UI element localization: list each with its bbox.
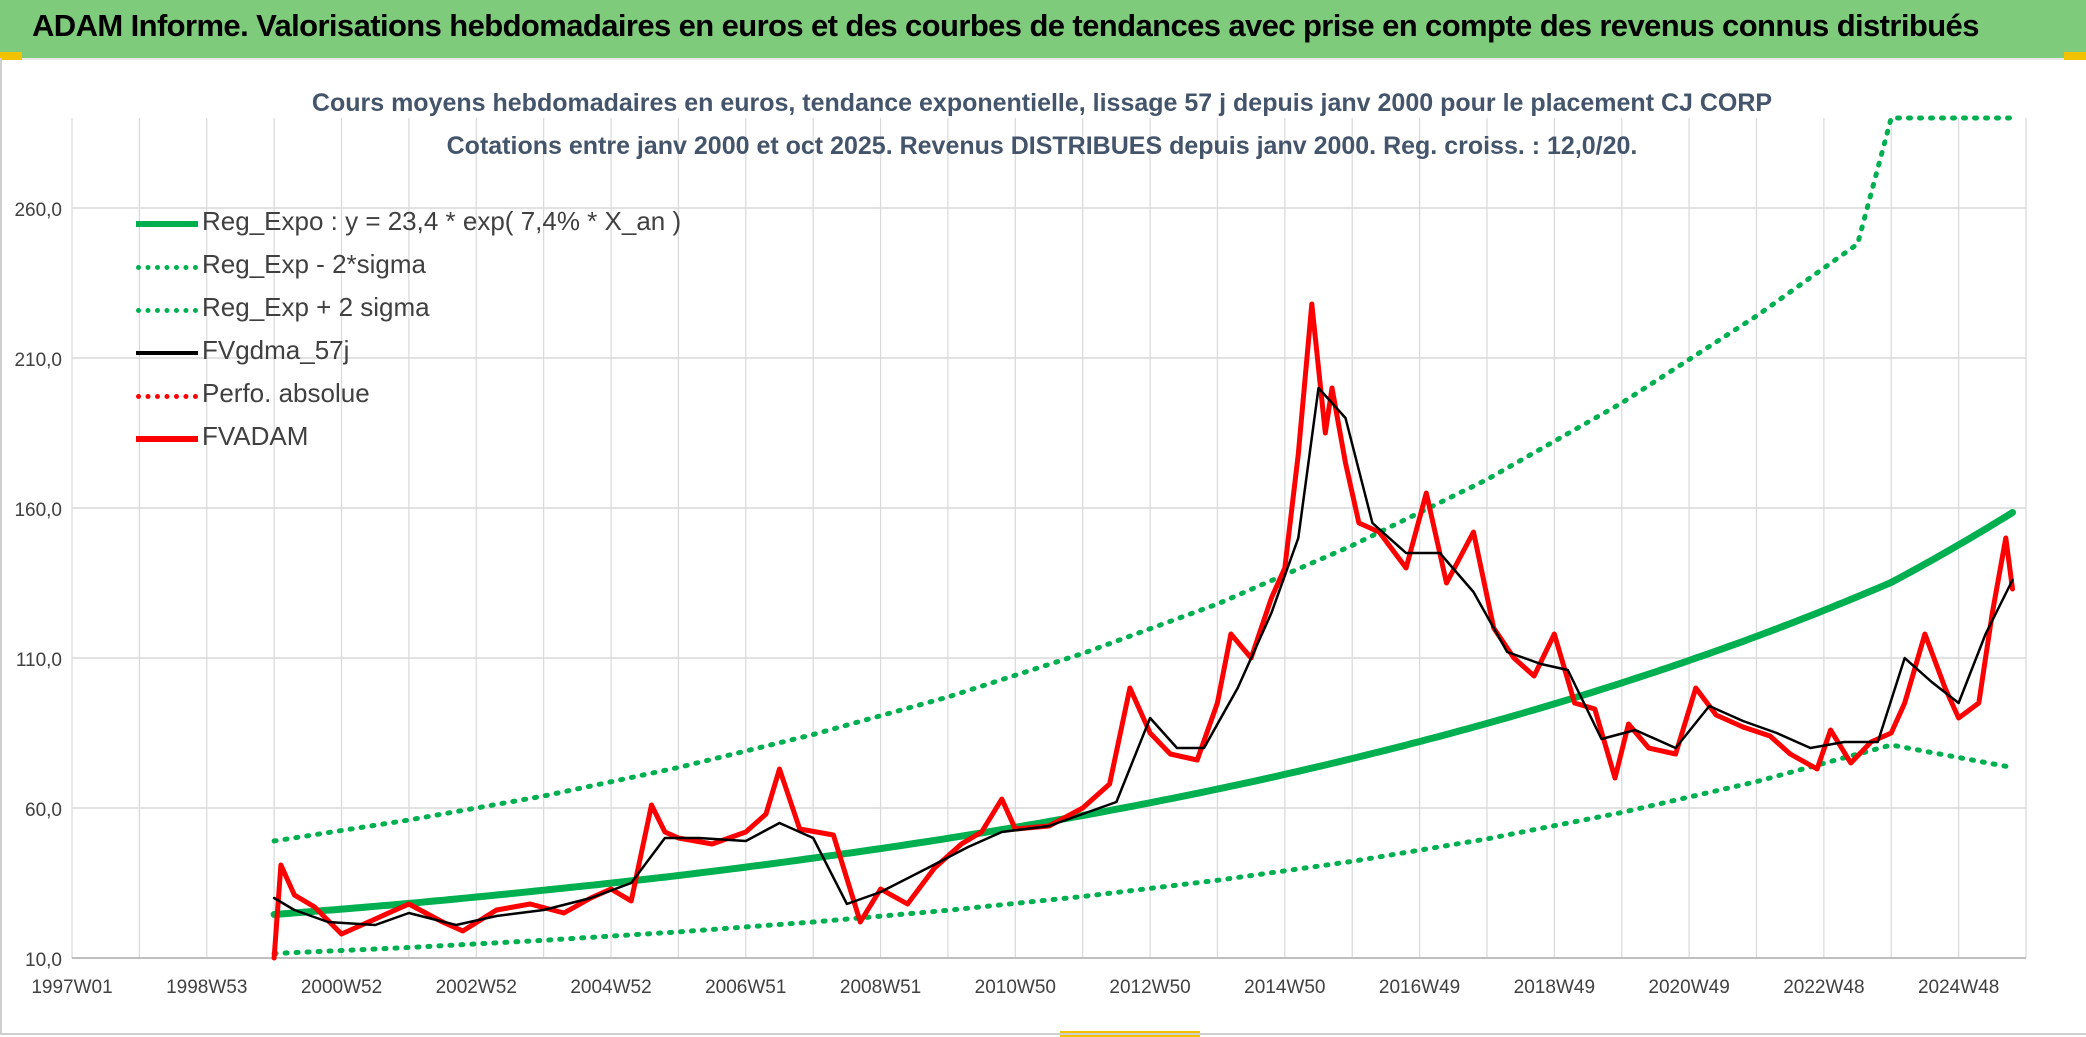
legend-swatch: [136, 308, 198, 313]
series-reg-exp-line: [271, 742, 2015, 956]
x-tick-label: 2018W49: [1514, 977, 1595, 998]
corner-marker-left: [0, 52, 22, 60]
chart-frame: [0, 58, 2086, 1035]
x-tick-label: 2012W50: [1109, 977, 1190, 998]
gridlines: [71, 118, 2027, 959]
x-tick-label: 2006W51: [705, 977, 786, 998]
series-fvadam-line: [271, 301, 2015, 961]
y-tick-label: 60,0: [25, 800, 62, 821]
legend-label: Reg_Exp + 2 sigma: [202, 292, 430, 322]
chart-title: Cours moyens hebdomadaires en euros, ten…: [312, 89, 1772, 117]
series-reg-expo-line: [270, 509, 2016, 918]
x-tick-label: 1998W53: [166, 977, 247, 998]
y-axis-ticks: 10,0 60,0 110,0 160,0 210,0 260,0: [14, 200, 62, 971]
x-tick-label: 1997W01: [31, 977, 112, 998]
legend-label: Reg_Exp - 2*sigma: [202, 249, 426, 279]
legend-label: Reg_Expo : y = 23,4 * exp( 7,4% * X_an ): [202, 206, 682, 236]
series-fvgdma-57j-line: [272, 386, 2014, 927]
corner-marker-right: [2064, 52, 2086, 60]
legend-swatch: [136, 265, 198, 270]
x-tick-label: 2020W49: [1648, 977, 1729, 998]
y-tick-label: 160,0: [14, 500, 62, 521]
x-tick-label: 2014W50: [1244, 977, 1325, 998]
legend-swatch: [136, 394, 198, 399]
legend-swatch: [136, 351, 198, 355]
y-tick-label: 210,0: [14, 350, 62, 371]
legend-swatch: [136, 436, 198, 442]
x-tick-label: 2000W52: [301, 977, 382, 998]
y-tick-label: 10,0: [25, 950, 62, 971]
y-tick-label: 260,0: [14, 200, 62, 221]
series-layer: [270, 115, 2016, 961]
series-reg-exp-line: [271, 115, 2015, 844]
x-tick-label: 2016W49: [1379, 977, 1460, 998]
x-tick-label: 2002W52: [436, 977, 517, 998]
chart-subtitle: Cotations entre janv 2000 et oct 2025. R…: [447, 132, 1638, 160]
report-title: ADAM Informe. Valorisations hebdomadaire…: [32, 8, 1979, 43]
x-tick-label: 2010W50: [975, 977, 1056, 998]
x-tick-label: 2022W48: [1783, 977, 1864, 998]
x-axis-ticks: 1997W01 1998W53 2000W52 2002W52 2004W52 2006W…: [31, 977, 1999, 998]
x-tick-label: 2004W52: [570, 977, 651, 998]
legend-label: FVgdma_57j: [202, 335, 350, 365]
report-banner: ADAM Informe. Valorisations hebdomadaire…: [0, 0, 2086, 60]
x-tick-label: 2008W51: [840, 977, 921, 998]
legend-label: FVADAM: [202, 421, 309, 451]
legend-swatch: [136, 221, 198, 227]
x-tick-label: 2024W48: [1918, 977, 1999, 998]
legend-label: Perfo. absolue: [202, 378, 370, 408]
y-tick-label: 110,0: [16, 650, 62, 671]
